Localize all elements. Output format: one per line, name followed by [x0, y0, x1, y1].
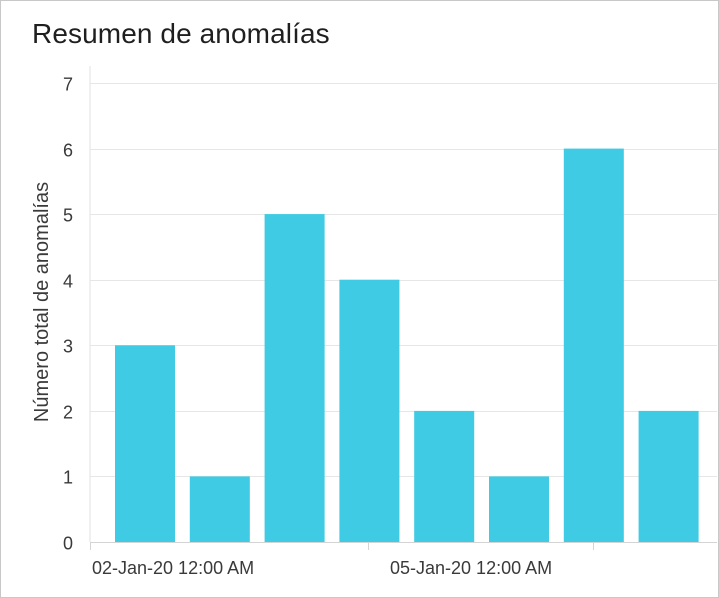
bar[interactable]: [563, 148, 624, 542]
y-tick-label: 1: [63, 468, 73, 488]
x-axis: 02-Jan-20 12:00 AM 05-Jan-20 12:00 AM: [90, 542, 594, 578]
bar[interactable]: [115, 345, 175, 542]
bar[interactable]: [414, 410, 475, 542]
y-axis-ticks: 0 1 2 3 4 5 6 7: [63, 75, 73, 554]
bar[interactable]: [264, 214, 325, 542]
bar[interactable]: [489, 476, 549, 542]
y-tick-label: 3: [63, 337, 73, 357]
bar[interactable]: [638, 410, 699, 542]
y-axis-label: Número total de anomalías: [31, 182, 53, 422]
bar[interactable]: [339, 279, 400, 542]
x-tick-label: 05-Jan-20 12:00 AM: [390, 558, 552, 578]
x-tick-label: 02-Jan-20 12:00 AM: [92, 558, 254, 578]
bars: [115, 148, 699, 542]
chart-title: Resumen de anomalías: [32, 18, 330, 49]
y-tick-label: 6: [63, 141, 73, 161]
y-tick-label: 7: [63, 75, 73, 95]
y-tick-label: 5: [63, 206, 73, 226]
y-tick-label: 2: [63, 403, 73, 423]
y-tick-label: 0: [63, 534, 73, 554]
y-tick-label: 4: [63, 272, 73, 292]
bar[interactable]: [189, 476, 250, 542]
